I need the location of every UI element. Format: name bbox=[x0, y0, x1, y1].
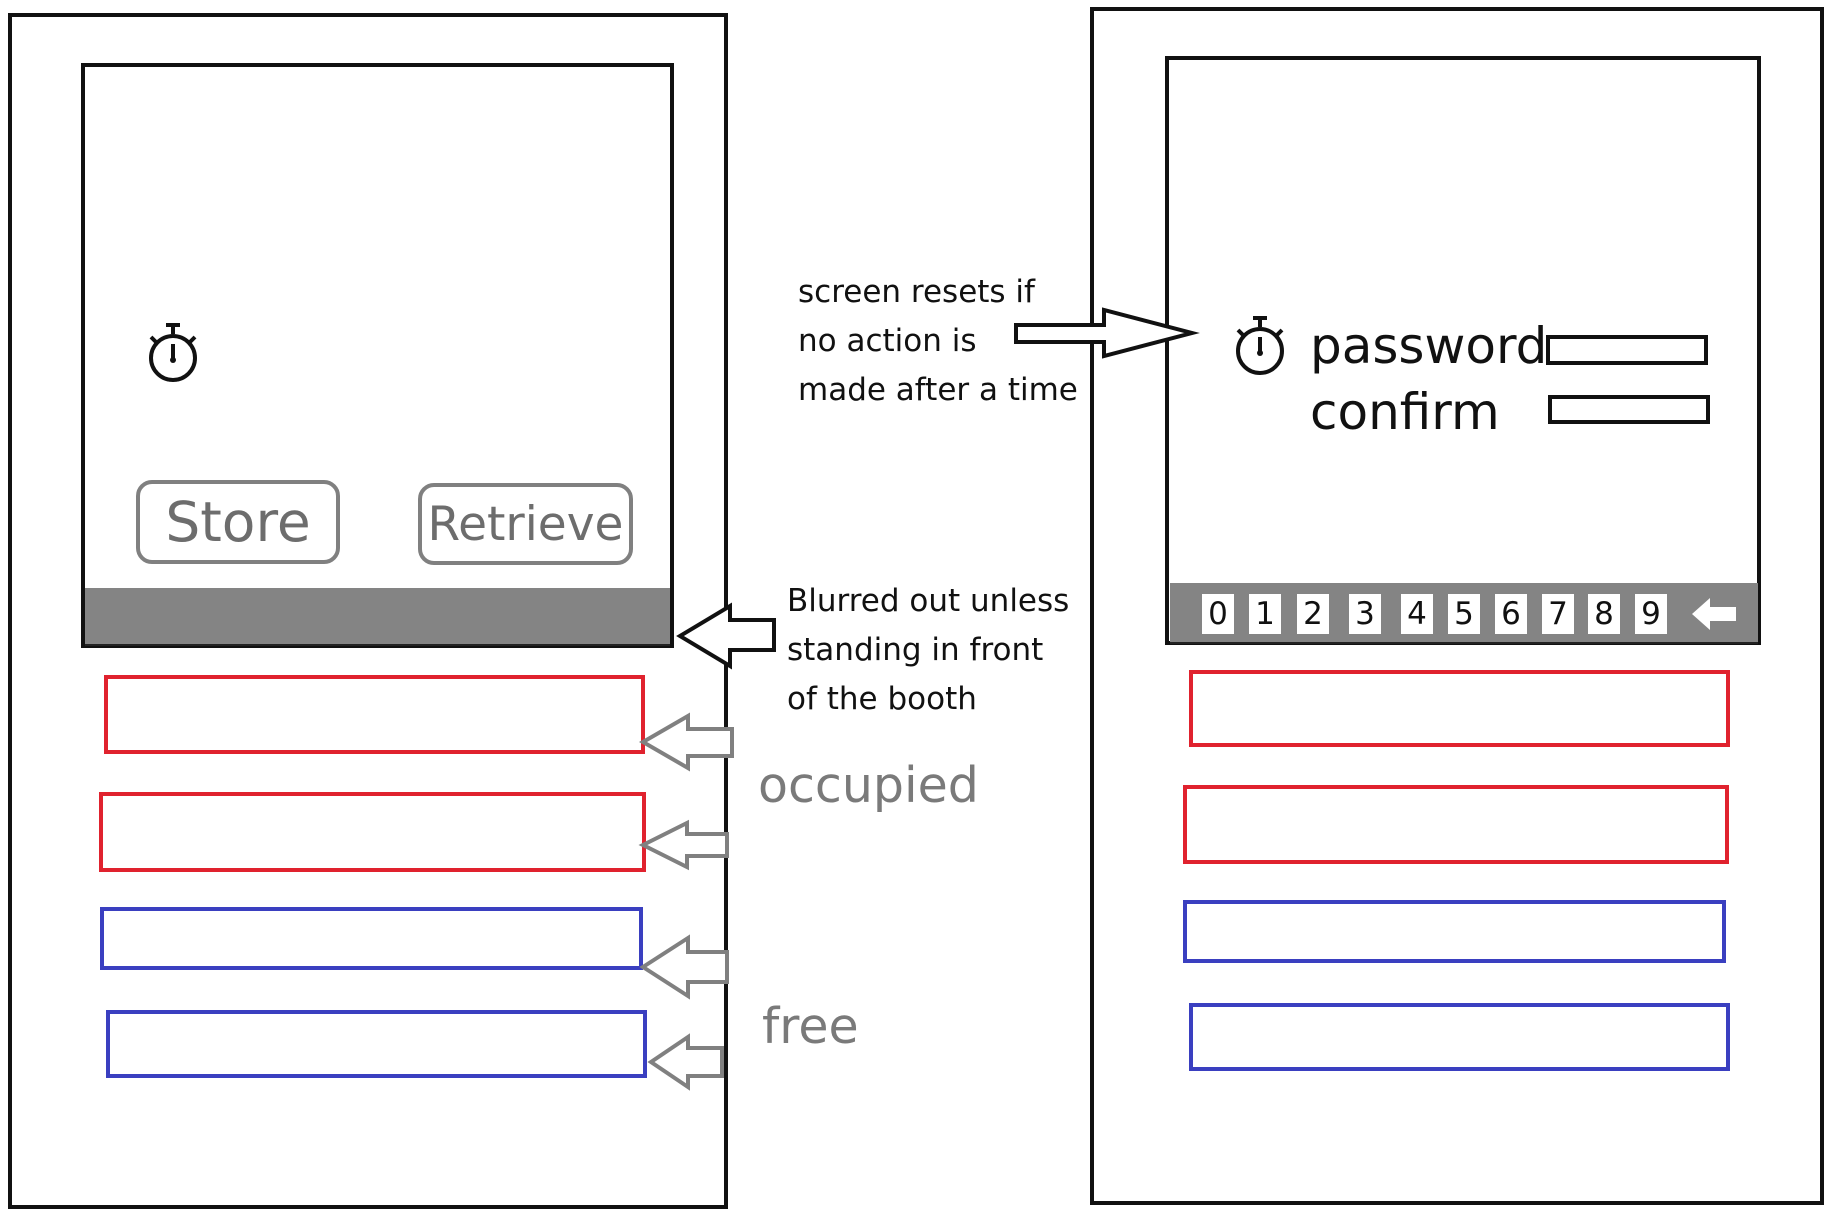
blurred-status-bar bbox=[85, 588, 670, 646]
keypad-key-5[interactable]: 5 bbox=[1448, 594, 1480, 634]
compartment-free[interactable] bbox=[100, 907, 643, 970]
compartment-occupied[interactable] bbox=[104, 675, 645, 754]
free-label: free bbox=[762, 998, 859, 1055]
compartment-free[interactable] bbox=[1183, 900, 1726, 963]
keypad-key-9[interactable]: 9 bbox=[1635, 594, 1667, 634]
hollow-arrow-icon bbox=[638, 819, 729, 871]
confirm-password-input[interactable] bbox=[1548, 395, 1710, 424]
password-label: password bbox=[1310, 317, 1548, 375]
hollow-arrow-icon bbox=[1014, 307, 1200, 359]
hollow-arrow-icon bbox=[647, 1033, 724, 1091]
keypad-key-2[interactable]: 2 bbox=[1297, 594, 1329, 634]
keypad-key-8[interactable]: 8 bbox=[1588, 594, 1620, 634]
confirm-label: confirm bbox=[1310, 383, 1500, 441]
password-input[interactable] bbox=[1546, 335, 1708, 365]
compartment-free[interactable] bbox=[1189, 1003, 1730, 1071]
keypad-key-7[interactable]: 7 bbox=[1542, 594, 1574, 634]
timeout-annotation: screen resets if no action is made after… bbox=[798, 274, 1078, 408]
keypad-key-0[interactable]: 0 bbox=[1202, 594, 1234, 634]
keypad-key-3[interactable]: 3 bbox=[1349, 594, 1381, 634]
compartment-occupied[interactable] bbox=[1183, 785, 1729, 864]
keypad-key-6[interactable]: 6 bbox=[1495, 594, 1527, 634]
compartment-occupied[interactable] bbox=[1189, 670, 1730, 747]
hollow-arrow-icon bbox=[639, 712, 734, 772]
keypad-key-1[interactable]: 1 bbox=[1249, 594, 1281, 634]
compartment-occupied[interactable] bbox=[99, 792, 646, 872]
store-button[interactable]: Store bbox=[136, 480, 340, 564]
stopwatch-icon bbox=[145, 320, 205, 386]
blur-annotation: Blurred out unless standing in front of … bbox=[787, 583, 1070, 717]
keypad-key-4[interactable]: 4 bbox=[1401, 594, 1433, 634]
hollow-arrow-icon bbox=[639, 934, 729, 1000]
retrieve-button[interactable]: Retrieve bbox=[418, 483, 633, 565]
stopwatch-icon bbox=[1232, 313, 1292, 379]
compartment-free[interactable] bbox=[106, 1010, 647, 1078]
occupied-label: occupied bbox=[758, 757, 979, 814]
backspace-arrow-icon[interactable] bbox=[1690, 596, 1738, 632]
hollow-arrow-icon bbox=[676, 602, 776, 670]
